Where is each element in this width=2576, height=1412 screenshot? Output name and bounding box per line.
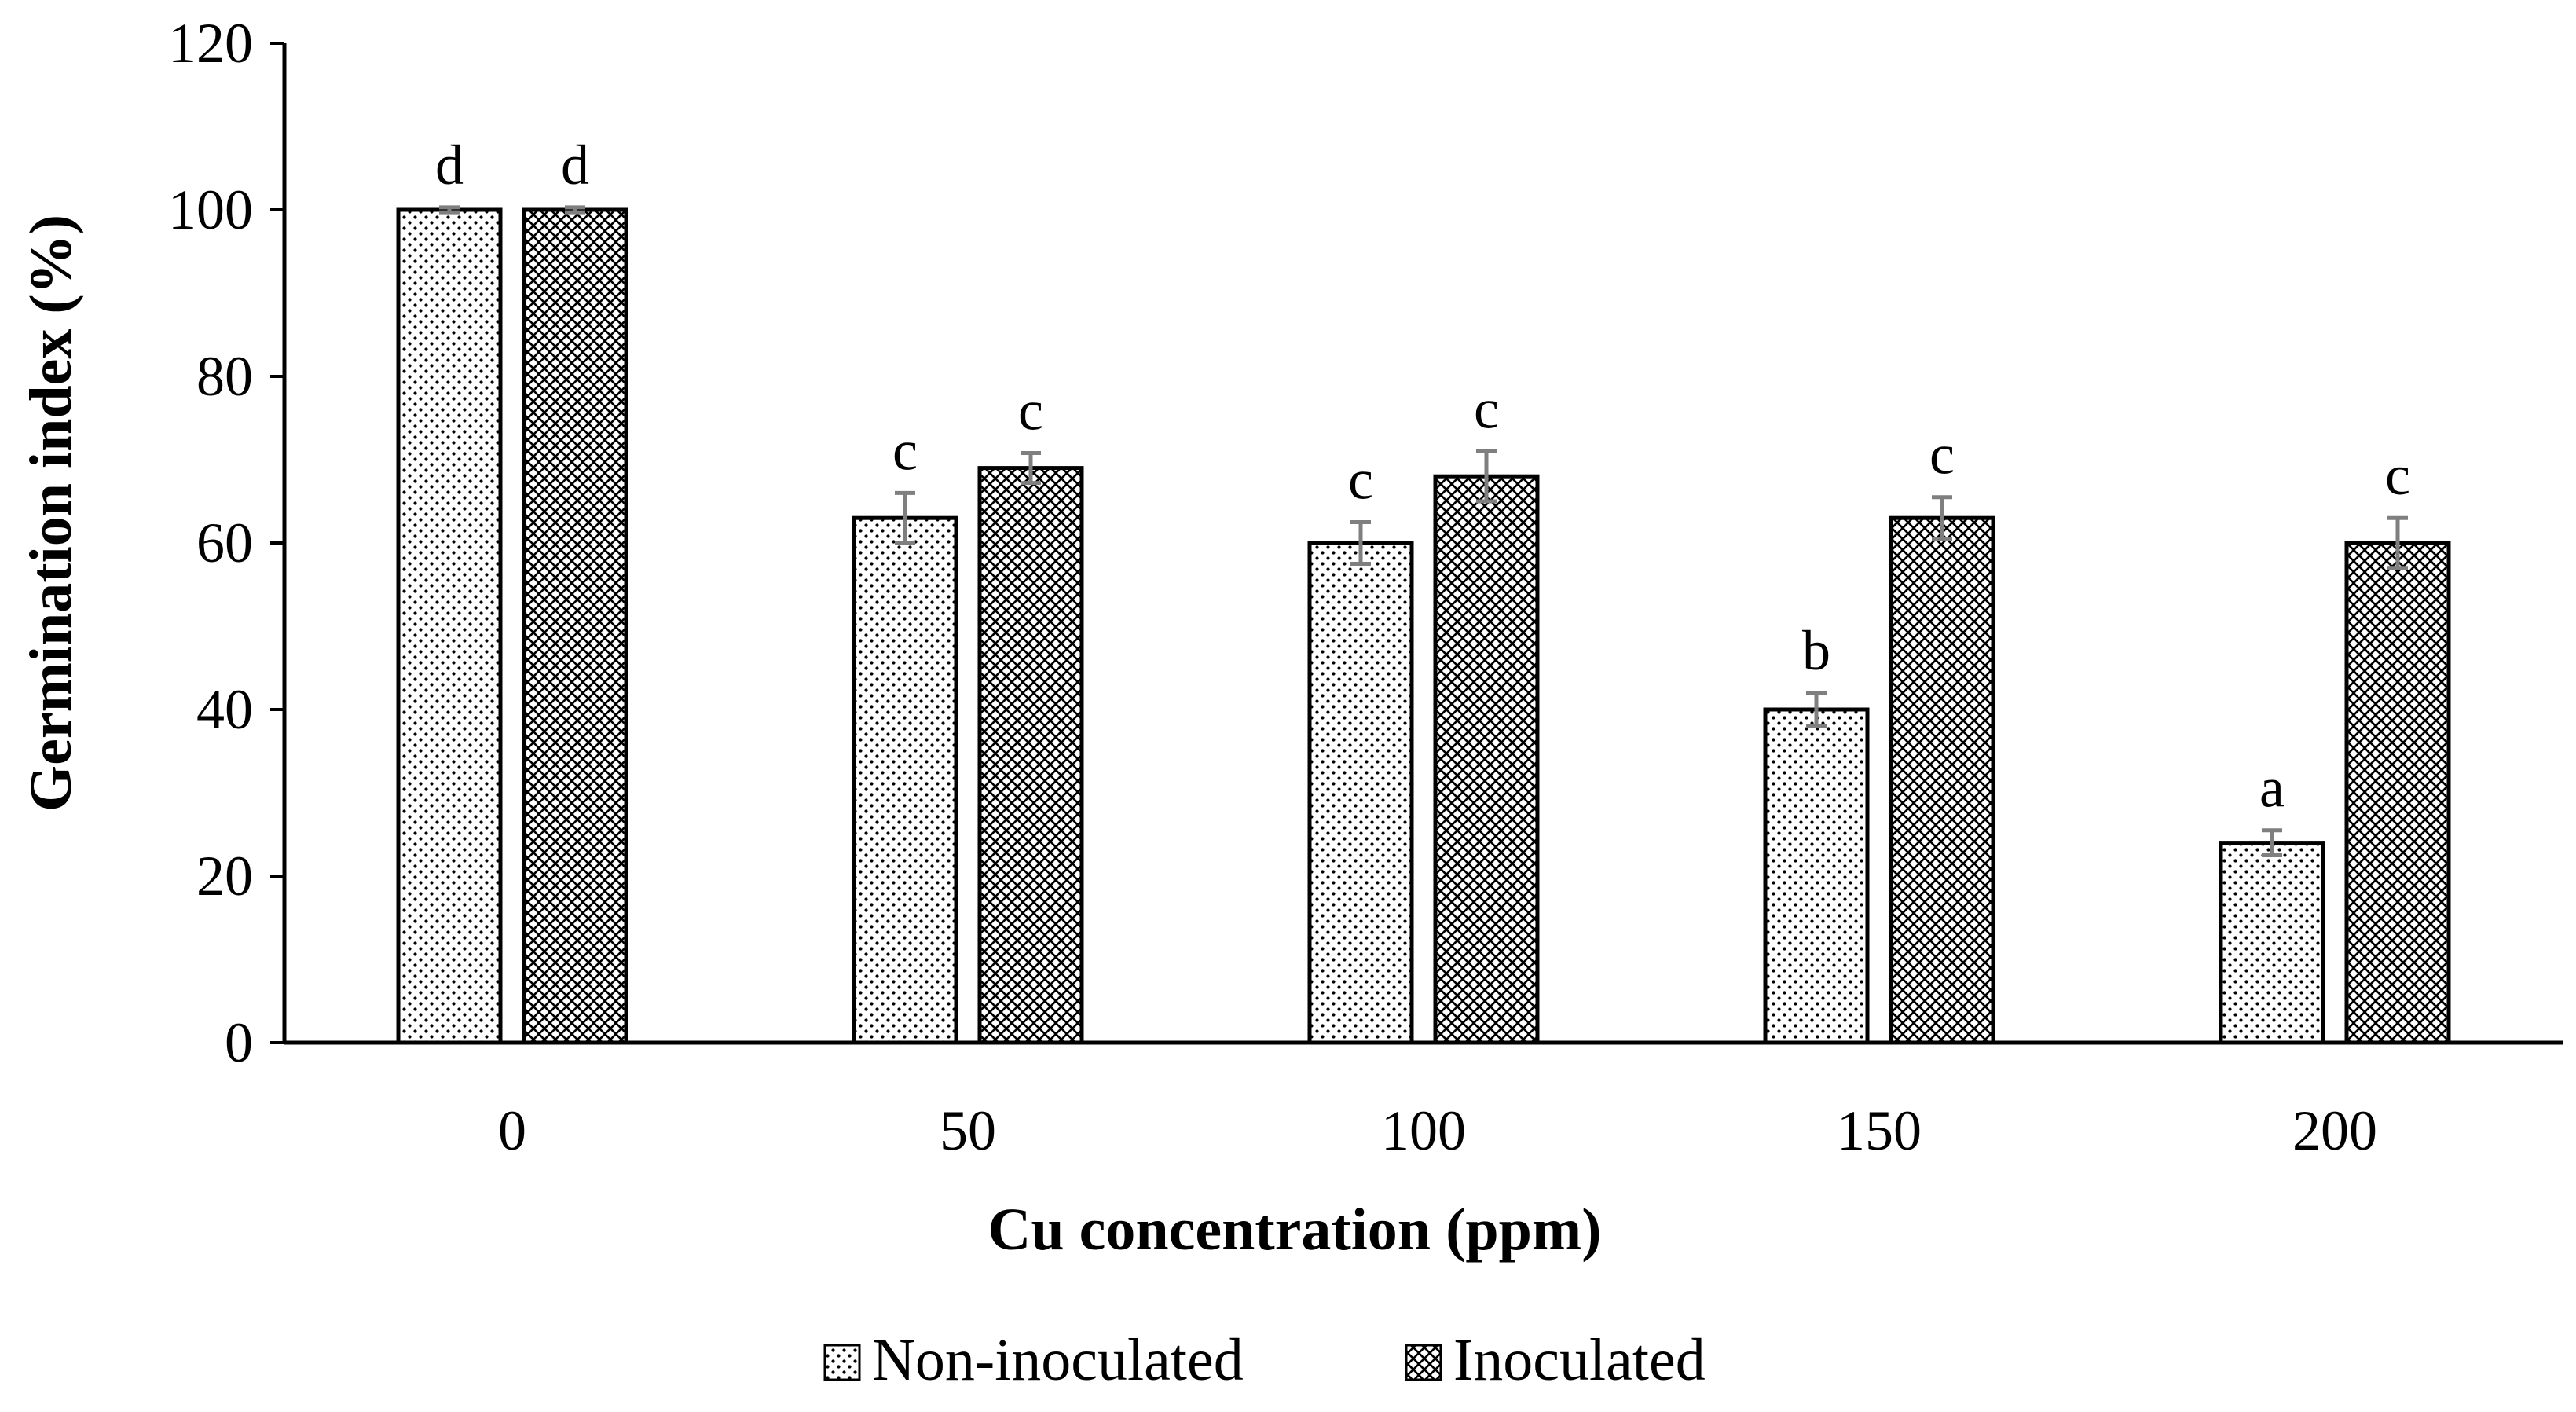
significance-label-non-inoculated-50: c — [892, 419, 918, 482]
bar-non-inoculated-100 — [1307, 541, 1414, 1045]
bar-inoculated-200 — [2344, 541, 2451, 1045]
error-bar-non-inoculated-150 — [1806, 691, 1827, 728]
error-bars-layer — [439, 205, 2408, 857]
significance-label-inoculated-100: c — [1474, 377, 1499, 440]
significance-label-inoculated-200: c — [2385, 444, 2410, 507]
bars-layer — [396, 207, 2451, 1045]
significance-label-inoculated-0: d — [561, 134, 589, 196]
bar-non-inoculated-50 — [852, 515, 958, 1045]
x-axis-title: Cu concentration (ppm) — [988, 1197, 1601, 1263]
significance-label-non-inoculated-0: d — [435, 134, 464, 196]
legend: Non-inoculated Inoculated — [823, 1327, 1706, 1393]
x-tick-label: 150 — [1837, 1099, 1922, 1162]
legend-label-inoculated: Inoculated — [1453, 1327, 1706, 1393]
y-tick-label: 100 — [168, 178, 253, 241]
legend-swatch-non-inoculated — [823, 1344, 861, 1381]
y-tick-label: 20 — [196, 845, 253, 908]
y-tick-label: 60 — [196, 512, 253, 574]
significance-label-inoculated-150: c — [1929, 424, 1955, 486]
y-axis-title: Germination index (%) — [18, 215, 84, 812]
legend-label-non-inoculated: Non-inoculated — [872, 1327, 1244, 1393]
bar-labels-layer: d c c b a d c c c c — [435, 134, 2410, 820]
bar-non-inoculated-150 — [1763, 707, 1870, 1045]
bar-inoculated-0 — [522, 207, 628, 1045]
bar-inoculated-100 — [1433, 474, 1540, 1045]
significance-label-non-inoculated-150: b — [1802, 619, 1830, 682]
bar-non-inoculated-0 — [396, 207, 503, 1045]
error-bar-non-inoculated-0 — [439, 205, 460, 215]
error-bar-inoculated-50 — [1021, 451, 1041, 486]
y-tick-label: 80 — [196, 345, 253, 408]
x-tick-labels: 0 50 100 150 200 — [498, 1099, 2377, 1162]
error-bar-non-inoculated-50 — [895, 490, 915, 545]
y-tick-label: 40 — [196, 678, 253, 741]
error-bar-non-inoculated-200 — [2262, 828, 2282, 857]
significance-label-non-inoculated-200: a — [2259, 757, 2285, 820]
error-bar-inoculated-200 — [2387, 515, 2408, 570]
x-tick-label: 200 — [2292, 1099, 2377, 1162]
bar-inoculated-50 — [977, 466, 1084, 1045]
x-tick-label: 50 — [940, 1099, 996, 1162]
y-tick-label: 0 — [225, 1011, 253, 1074]
x-tick-label: 100 — [1381, 1099, 1466, 1162]
bar-non-inoculated-200 — [2219, 841, 2325, 1045]
error-bar-non-inoculated-100 — [1350, 520, 1371, 566]
y-ticks: 0 20 40 60 80 100 120 — [168, 12, 284, 1074]
x-tick-label: 0 — [498, 1099, 526, 1162]
legend-swatch-inoculated — [1405, 1344, 1442, 1381]
error-bar-inoculated-0 — [565, 205, 585, 215]
y-tick-label: 120 — [168, 12, 253, 75]
significance-label-non-inoculated-100: c — [1348, 449, 1373, 512]
bar-inoculated-150 — [1889, 515, 1995, 1045]
error-bar-inoculated-150 — [1932, 495, 1952, 541]
error-bar-inoculated-100 — [1476, 449, 1497, 504]
significance-label-inoculated-50: c — [1018, 380, 1043, 442]
